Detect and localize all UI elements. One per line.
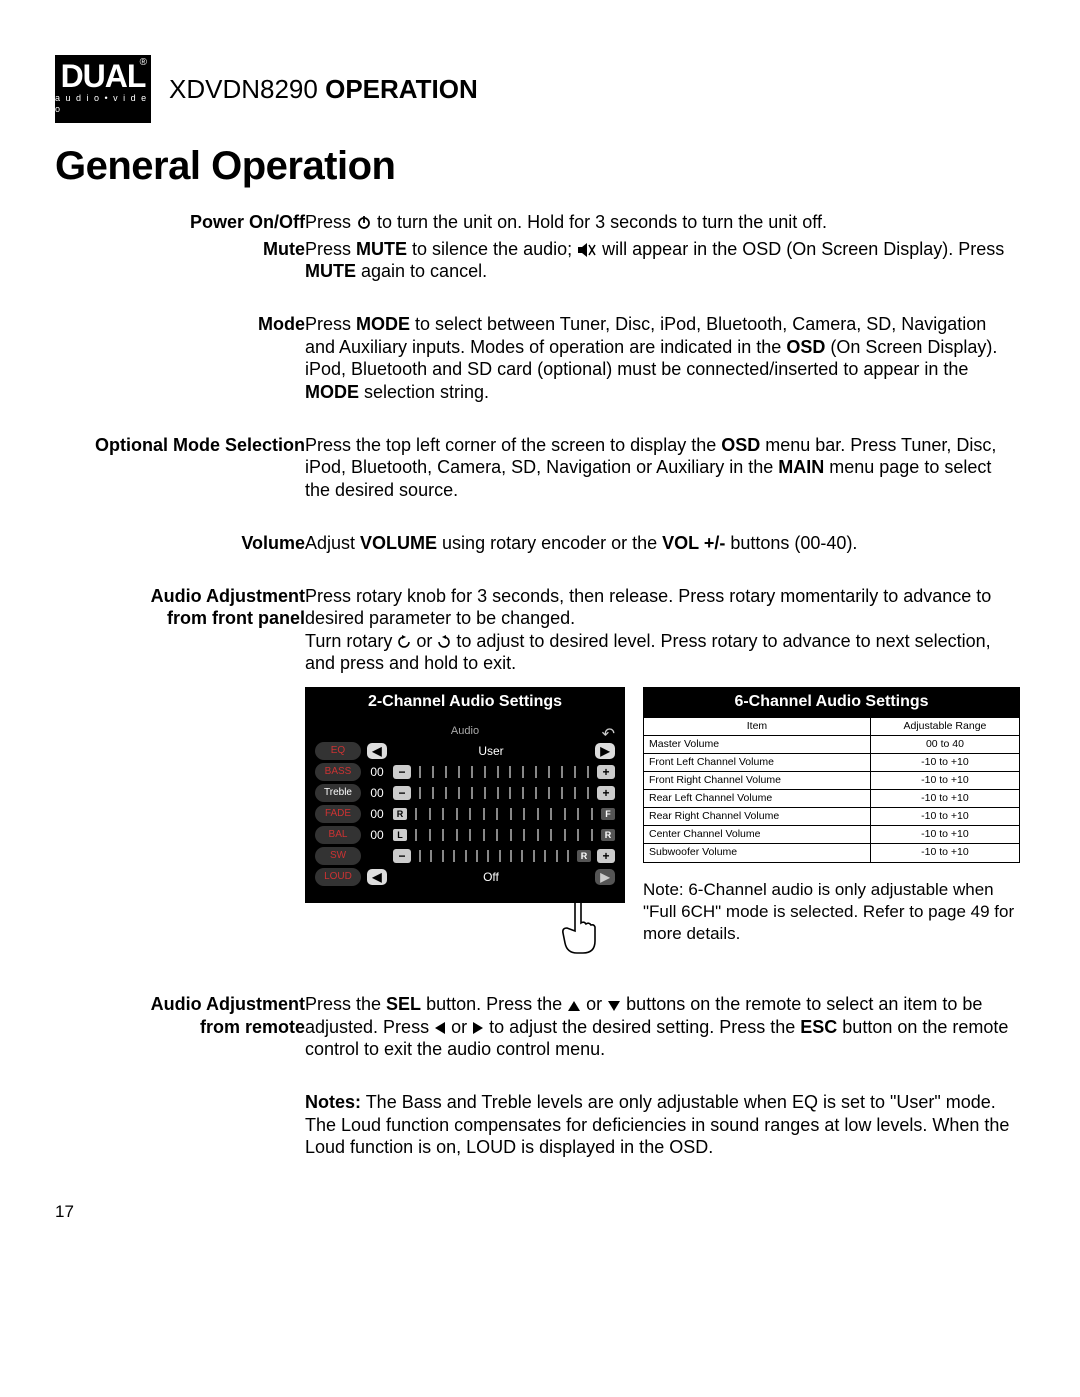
mute-icon [577,243,597,257]
minus-button[interactable]: − [393,849,411,863]
return-icon: ↶ [602,725,615,745]
fade-f-tag: F [601,808,615,820]
minus-button[interactable]: − [393,765,411,779]
model-number: XDVDN8290 [169,74,318,104]
six-channel-table: Item Adjustable Range Master Volume00 to… [643,717,1020,863]
osd-panel: ↶ Audio EQ ◀ User ▶ BASS 00 − [305,717,625,904]
osd-title: Audio [315,725,615,739]
col-item: Item [644,717,871,735]
settings-6ch: 6-Channel Audio Settings Item Adjustable… [643,687,1020,963]
bal-slider[interactable] [413,828,595,842]
chev-left-icon[interactable]: ◀ [367,869,387,885]
osd-label-bal: BAL [315,826,361,844]
osd-row-bass: BASS 00 − + [315,763,615,781]
bal-r-tag: R [601,829,615,841]
osd-label-loud: LOUD [315,868,361,886]
osd-row-loud: LOUD ◀ Off ▶ [315,868,615,886]
brand-logo: ® DUAL a u d i o • v i d e o [55,55,151,123]
section-title: General Operation [55,141,1020,191]
bass-slider[interactable] [417,765,591,779]
plus-button[interactable]: + [597,849,615,863]
label-audio-remote: Audio Adjustment from remote [55,991,305,1063]
desc-volume: Adjust VOLUME using rotary encoder or th… [305,530,1020,557]
settings-2ch-title: 2-Channel Audio Settings [305,687,625,717]
osd-label-eq: EQ [315,742,361,760]
logo-sub: a u d i o • v i d e o [55,93,151,116]
page-header: ® DUAL a u d i o • v i d e o XDVDN8290 O… [55,55,1020,123]
desc-audio-remote: Press the SEL button. Press the or butto… [305,991,1020,1063]
fade-slider[interactable] [413,807,595,821]
osd-row-eq: EQ ◀ User ▶ [315,742,615,760]
desc-audio-front: Press rotary knob for 3 seconds, then re… [305,583,1020,677]
desc-mute: Press MUTE to silence the audio; will ap… [305,236,1020,285]
osd-bass-value: 00 [367,765,387,780]
osd-label-bass: BASS [315,763,361,781]
osd-row-bal: BAL 00 L R [315,826,615,844]
osd-loud-value: Off [393,870,589,885]
plus-button[interactable]: + [597,765,615,779]
arrow-up-icon [567,1000,581,1012]
settings-6ch-title: 6-Channel Audio Settings [643,687,1020,717]
logo-main: DUAL [61,62,146,91]
label-mode: Mode [55,311,305,405]
osd-row-fade: FADE 00 R F [315,805,615,823]
minus-button[interactable]: − [393,786,411,800]
label-audio-front: Audio Adjustment from front panel [55,583,305,677]
osd-eq-value: User [393,744,589,759]
notes-text: Notes: The Bass and Treble levels are on… [305,1089,1020,1161]
label-optional: Optional Mode Selection [55,432,305,504]
hand-pointer-icon [305,897,625,963]
label-volume: Volume [55,530,305,557]
osd-label-treble: Treble [315,784,361,802]
arrow-left-icon [434,1021,446,1035]
osd-row-sw: SW − R + [315,847,615,865]
osd-fade-value: 00 [367,807,387,822]
col-range: Adjustable Range [870,717,1019,735]
desc-mode: Press MODE to select between Tuner, Disc… [305,311,1020,405]
fade-r-tag: R [393,808,407,820]
arrow-right-icon [472,1021,484,1035]
osd-label-fade: FADE [315,805,361,823]
chev-right-icon[interactable]: ▶ [595,869,615,885]
settings-row: 2-Channel Audio Settings ↶ Audio EQ ◀ Us… [305,687,1020,963]
desc-power: Press to turn the unit on. Hold for 3 se… [305,209,1020,236]
label-power: Power On/Off [55,209,305,236]
rotate-cw-icon [437,635,451,649]
desc-optional: Press the top left corner of the screen … [305,432,1020,504]
osd-treble-value: 00 [367,786,387,801]
sw-r-tag: R [577,850,591,862]
bal-l-tag: L [393,829,407,841]
osd-bal-value: 00 [367,828,387,843]
sw-slider[interactable] [417,849,571,863]
osd-row-treble: Treble 00 − + [315,784,615,802]
treble-slider[interactable] [417,786,591,800]
operations-table: Power On/Off Press to turn the unit on. … [55,209,1020,1161]
six-ch-note: Note: 6-Channel audio is only adjustable… [643,879,1020,945]
chev-right-icon[interactable]: ▶ [595,743,615,759]
header-title: XDVDN8290 OPERATION [169,73,478,106]
settings-2ch: 2-Channel Audio Settings ↶ Audio EQ ◀ Us… [305,687,625,963]
rotate-ccw-icon [397,635,411,649]
power-icon [356,214,372,230]
chev-left-icon[interactable]: ◀ [367,743,387,759]
arrow-down-icon [607,1000,621,1012]
label-mute: Mute [55,236,305,285]
osd-label-sw: SW [315,847,361,865]
plus-button[interactable]: + [597,786,615,800]
page-number: 17 [55,1201,1020,1222]
header-word: OPERATION [325,74,478,104]
